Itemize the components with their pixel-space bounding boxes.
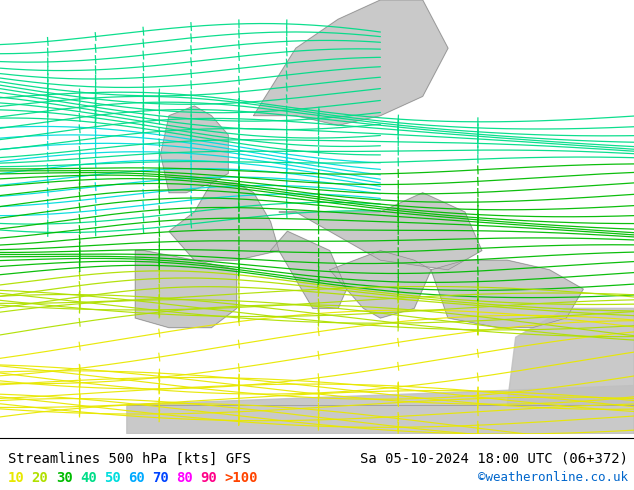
Text: >100: >100 [224, 470, 258, 485]
Polygon shape [160, 106, 228, 193]
Text: 30: 30 [56, 470, 72, 485]
Polygon shape [507, 308, 634, 405]
Polygon shape [169, 183, 279, 260]
Polygon shape [271, 231, 347, 308]
Text: 40: 40 [80, 470, 96, 485]
Text: 70: 70 [152, 470, 169, 485]
Polygon shape [279, 193, 482, 270]
Text: 80: 80 [176, 470, 193, 485]
Text: 20: 20 [32, 470, 48, 485]
Polygon shape [254, 0, 448, 125]
Text: 50: 50 [104, 470, 120, 485]
Text: 60: 60 [128, 470, 145, 485]
Polygon shape [431, 260, 583, 328]
Text: 10: 10 [8, 470, 24, 485]
Text: ©weatheronline.co.uk: ©weatheronline.co.uk [477, 471, 628, 484]
Text: 90: 90 [200, 470, 217, 485]
Polygon shape [127, 386, 634, 434]
Polygon shape [330, 250, 431, 318]
Text: Streamlines 500 hPa [kts] GFS: Streamlines 500 hPa [kts] GFS [8, 452, 250, 466]
Text: Sa 05-10-2024 18:00 UTC (06+372): Sa 05-10-2024 18:00 UTC (06+372) [359, 452, 628, 466]
Polygon shape [135, 250, 236, 328]
